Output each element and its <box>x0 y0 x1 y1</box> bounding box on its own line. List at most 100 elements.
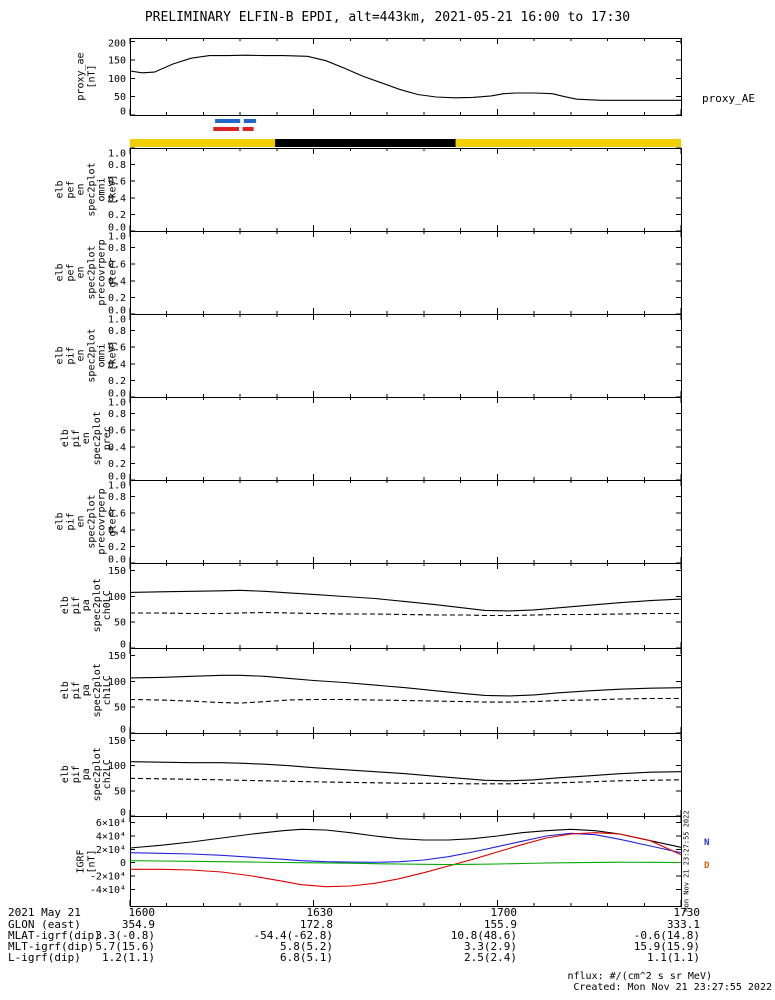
side-timestamp-text: Mon Nov 21 23:27:55 2022 <box>683 810 691 912</box>
series-igrf-comp-red <box>130 832 682 888</box>
panel-elb_pif_en_precovrperp_gterr: 0.0 0.2 0.4 0.6 0.81.0 <box>108 479 682 566</box>
science-zone-bar-segment <box>130 139 276 147</box>
annotation-value: -54.4(-62.8) <box>253 929 333 942</box>
annotation-value: 354.9 <box>121 918 155 931</box>
series-ch1-dashed-loss-cone <box>129 697 681 704</box>
y-tick-label: 0.2 <box>108 542 126 553</box>
x-tick-label: 1730 <box>673 906 701 919</box>
series-igrf-comp-blue <box>129 832 682 863</box>
date-label: 2021 May 21 <box>8 906 81 919</box>
y-tick-label: 0 <box>120 640 126 651</box>
nflux-units-note: nflux: #/(cm^2 s sr MeV) <box>567 971 713 982</box>
y-tick-label: 0.8 <box>108 492 126 503</box>
y-tick-label: 0.4 <box>108 525 126 536</box>
annotation-value: 1.1(1.1) <box>647 951 700 964</box>
annotation-value: -0.6(14.8) <box>633 929 700 942</box>
y-tick-label: 150 <box>108 736 126 747</box>
epd-zone-bar-red <box>213 127 239 131</box>
panel-elb_pif_pa_ch2LC: 0 50 100 150 <box>108 733 682 819</box>
epd-zone-bar-blue <box>243 119 257 123</box>
epd-zone-bar-red <box>242 127 254 131</box>
series-ch0-solid-trace <box>129 589 682 612</box>
y-tick-label: 0.8 <box>108 409 126 420</box>
y-tick-label: 0.8 <box>108 160 126 171</box>
series-igrf-comp-green <box>129 860 682 866</box>
y-tick-label: 1.0 <box>108 481 126 492</box>
epd-zone-bar-blue <box>215 119 241 123</box>
y-tick-label: 0.6 <box>108 177 126 188</box>
y-tick-label: 0.0 <box>108 472 126 483</box>
igrf-legend-D: D <box>704 861 710 871</box>
y-tick-label: 0.2 <box>108 459 126 470</box>
annotation-row-mlt: MLT-igrf(dip) 5.7(15.6) 5.8(5.2) 3.3(2.9… <box>0 940 775 953</box>
y-tick-label: 100 <box>108 592 126 603</box>
y-tick-label: 0.4 <box>108 276 126 287</box>
series-ch0-dashed-loss-cone <box>130 611 681 617</box>
y-tick-label: 100 <box>108 761 126 772</box>
series-ch2-solid-trace <box>129 761 682 782</box>
y-tick-label: 0.8 <box>108 326 126 337</box>
y-tick-label: 0.6 <box>108 343 126 354</box>
y-tick-label: 200 <box>108 39 126 50</box>
position-colorbars <box>130 119 681 147</box>
annotation-value: 6.8(5.1) <box>280 951 333 964</box>
annotation-row-mlat: MLAT-igrf(dip) 3.3(-0.8) -54.4(-62.8) 10… <box>0 929 775 942</box>
x-tick-label: 1700 <box>490 906 518 919</box>
x-tick-label: 1600 <box>128 906 156 919</box>
y-tick-label: 50 <box>114 786 126 797</box>
created-note: Created: Mon Nov 21 23:27:55 2022 <box>573 982 772 993</box>
y-tick-label: 1.0 <box>108 232 126 243</box>
annotation-value: 3.3(2.9) <box>464 940 517 953</box>
side-timestamp: Mon Nov 21 23:27:55 2022 <box>681 810 693 912</box>
y-tick-label: 0.6 <box>108 260 126 271</box>
annotation-value: 2.5(2.4) <box>464 951 517 964</box>
y-tick-label: 2×10⁴ <box>96 845 126 856</box>
y-tick-label: 150 <box>108 651 126 662</box>
panel-proxy_ae: 0 50 100 150 200 <box>108 38 682 118</box>
y-tick-label: 150 <box>108 56 126 67</box>
annotation-value: 15.9(15.9) <box>633 940 700 953</box>
y-tick-label: 0.4 <box>108 442 126 453</box>
y-tick-label: 0.0 <box>108 223 126 234</box>
annotation-row-label: L-igrf(dip) <box>8 951 81 964</box>
y-tick-label: 0 <box>120 808 126 819</box>
science-zone-bar-segment <box>455 139 681 147</box>
y-tick-label: 0.0 <box>108 389 126 400</box>
series-ch2-dashed-loss-cone <box>129 777 682 785</box>
y-tick-label: 0.0 <box>108 306 126 317</box>
annotation-value: 1.2(1.1) <box>102 951 155 964</box>
y-tick-label: 0 <box>120 725 126 736</box>
panel-elb_pif_en_prec: 0.0 0.2 0.4 0.6 0.81.0 <box>108 396 682 483</box>
series-igrf-total-black <box>129 828 682 849</box>
y-tick-label: 150 <box>108 566 126 577</box>
y-tick-label: 100 <box>108 74 126 85</box>
y-tick-label: 1.0 <box>108 315 126 326</box>
y-tick-label: 4×10⁴ <box>96 832 126 843</box>
annotation-value: 172.8 <box>299 918 333 931</box>
y-tick-label: 6×10⁴ <box>96 818 126 829</box>
x-tick-label: 1630 <box>306 906 334 919</box>
plot-title: PRELIMINARY ELFIN-B EPDI, alt=443km, 202… <box>144 10 631 25</box>
y-tick-label: 0.6 <box>108 426 126 437</box>
panel-elb_pef_en_omni: 0.0 0.2 0.4 0.6 0.81.0 <box>108 147 682 234</box>
series-ch1-solid-trace <box>129 674 682 697</box>
annotation-row-glon: GLON (east) 354.9 172.8 155.9 333.1 <box>0 918 775 931</box>
panel-elb_pef_en_precovrperp_gterr: 0.0 0.2 0.4 0.6 0.81.0 <box>108 230 682 317</box>
y-tick-label: 50 <box>114 92 126 103</box>
y-tick-label: 0.2 <box>108 210 126 221</box>
annotation-value: 155.9 <box>483 918 517 931</box>
series-proxy-AE <box>129 54 681 101</box>
y-tick-label: 50 <box>114 703 126 714</box>
panel-elb_pif_en_omni: 0.0 0.2 0.4 0.6 0.81.0 <box>108 313 682 400</box>
y-tick-label: 0.4 <box>108 193 126 204</box>
y-tick-label: 100 <box>108 677 126 688</box>
proxy-ae-right-label: proxy_AE <box>702 92 755 105</box>
y-tick-label: 1.0 <box>108 149 126 160</box>
igrf-legend-N: N <box>704 838 710 848</box>
annotation-row-label: MLAT-igrf(dip) <box>8 929 101 942</box>
annotation-value: 5.7(15.6) <box>95 940 155 953</box>
y-tick-label: 0.4 <box>108 359 126 370</box>
annotation-row-lshell: L-igrf(dip) 1.2(1.1) 6.8(5.1) 2.5(2.4) 1… <box>0 951 775 964</box>
